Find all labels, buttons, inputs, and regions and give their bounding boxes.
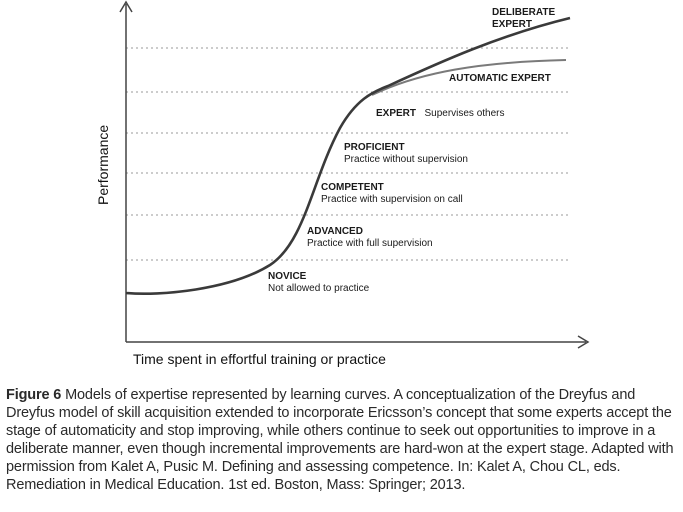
- stage-novice-desc: Not allowed to practice: [268, 283, 370, 294]
- stage-gridlines: [126, 47, 570, 261]
- caption-text: Models of expertise represented by learn…: [6, 387, 674, 493]
- stage-competent-desc: Practice with supervision on call: [321, 194, 463, 205]
- stage-proficient-title: PROFICIENT: [344, 142, 405, 153]
- stage-advanced-title: ADVANCED: [307, 226, 363, 237]
- axes: [119, 0, 590, 349]
- stage-competent-title: COMPETENT: [321, 182, 384, 193]
- y-axis-label: Performance: [95, 125, 111, 205]
- learning-curve-diagram: NOVICE Not allowed to practice ADVANCED …: [95, 0, 590, 367]
- y-axis-arrowhead: [119, 0, 133, 13]
- stage-expert-desc: Supervises others: [424, 108, 504, 119]
- stage-novice-title: NOVICE: [268, 271, 307, 282]
- stage-expert-title: EXPERT: [376, 108, 416, 119]
- stage-deliberate-expert-title: DELIBERATE: [492, 7, 555, 18]
- deliberate-expert-curve: [125, 16, 571, 296]
- automatic-expert-curve: [371, 59, 567, 96]
- figure-label: Figure 6: [6, 387, 62, 403]
- stage-advanced-desc: Practice with full supervision: [307, 238, 433, 249]
- stage-deliberate-expert-title-line2: EXPERT: [492, 19, 532, 30]
- stage-automatic-expert-title: AUTOMATIC EXPERT: [449, 73, 551, 84]
- figure-caption: Figure 6 Models of expertise represented…: [6, 386, 682, 494]
- stage-proficient-desc: Practice without supervision: [344, 154, 468, 165]
- x-axis-label: Time spent in effortful training or prac…: [133, 351, 386, 367]
- x-axis-arrowhead: [577, 335, 590, 349]
- stage-expert-label: EXPERT Supervises others: [376, 103, 505, 120]
